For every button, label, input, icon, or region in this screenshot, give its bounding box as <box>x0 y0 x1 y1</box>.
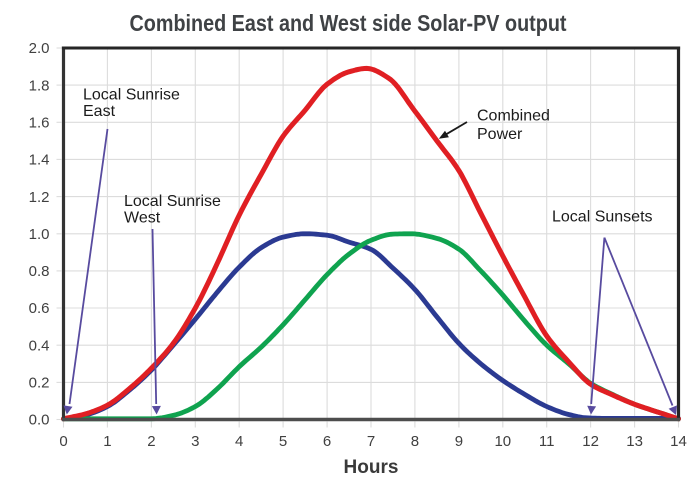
svg-text:14: 14 <box>670 433 687 450</box>
svg-text:Hours: Hours <box>344 457 399 478</box>
svg-text:1.4: 1.4 <box>29 152 50 169</box>
svg-text:8: 8 <box>411 433 419 450</box>
svg-text:5: 5 <box>279 433 287 450</box>
svg-text:Local Sunsets: Local Sunsets <box>552 209 653 226</box>
svg-text:Combined East and West side So: Combined East and West side Solar-PV out… <box>130 10 567 36</box>
svg-text:13: 13 <box>626 433 643 450</box>
svg-text:Combined: Combined <box>477 108 550 125</box>
svg-text:11: 11 <box>539 433 555 450</box>
svg-text:0.4: 0.4 <box>29 337 50 354</box>
svg-text:7: 7 <box>367 433 375 450</box>
svg-text:East: East <box>83 103 116 120</box>
svg-text:1.0: 1.0 <box>29 226 50 243</box>
svg-text:3: 3 <box>191 433 199 450</box>
svg-text:Power: Power <box>477 126 523 143</box>
svg-text:6: 6 <box>323 433 331 450</box>
svg-text:1.8: 1.8 <box>29 77 50 94</box>
svg-text:1.6: 1.6 <box>29 115 50 132</box>
svg-text:0: 0 <box>59 433 67 450</box>
svg-text:1.2: 1.2 <box>29 189 50 206</box>
svg-text:Local Sunrise: Local Sunrise <box>124 193 221 210</box>
svg-text:10: 10 <box>494 433 511 450</box>
svg-text:0.2: 0.2 <box>29 375 50 392</box>
svg-text:0.8: 0.8 <box>29 263 50 280</box>
svg-text:4: 4 <box>235 433 243 450</box>
svg-text:0.0: 0.0 <box>29 412 50 429</box>
svg-text:2: 2 <box>147 433 155 450</box>
svg-text:Local Sunrise: Local Sunrise <box>83 87 180 104</box>
svg-text:1: 1 <box>103 433 111 450</box>
svg-text:12: 12 <box>582 433 599 450</box>
svg-text:9: 9 <box>455 433 463 450</box>
svg-text:2.0: 2.0 <box>29 40 50 57</box>
svg-text:West: West <box>124 210 161 227</box>
svg-text:0.6: 0.6 <box>29 300 50 317</box>
